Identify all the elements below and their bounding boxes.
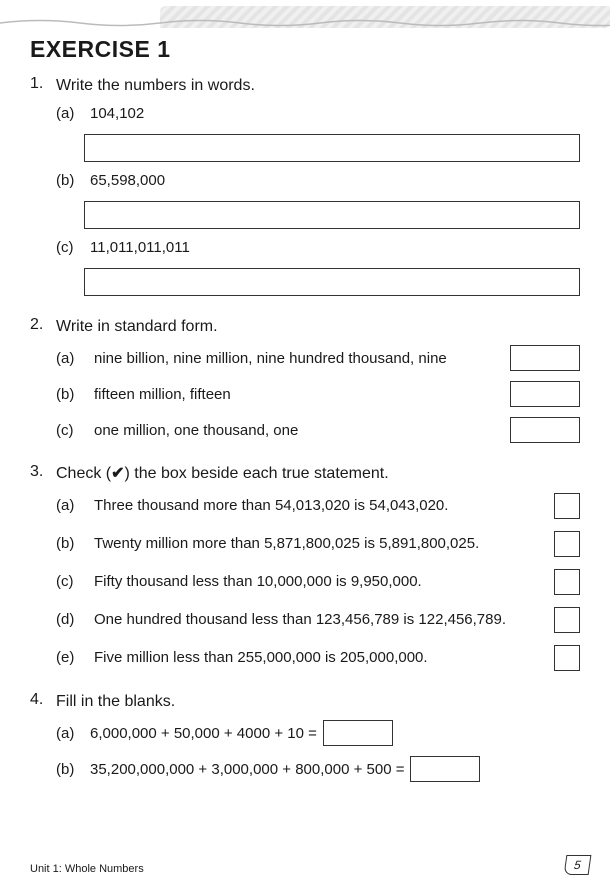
q2b-answer-field[interactable] — [510, 381, 580, 407]
q2a-text: nine billion, nine million, nine hundred… — [94, 350, 500, 367]
q4-number: 4. — [30, 691, 56, 709]
q3b-checkbox[interactable] — [554, 531, 580, 557]
q1a-answer-field[interactable] — [84, 134, 580, 162]
q3-number: 3. — [30, 463, 56, 481]
q3b-text: Twenty million more than 5,871,800,025 i… — [94, 535, 544, 552]
question-1: 1. Write the numbers in words. (a) 104,1… — [30, 75, 580, 296]
q3e-checkbox[interactable] — [554, 645, 580, 671]
q3a-checkbox[interactable] — [554, 493, 580, 519]
header-decoration — [0, 0, 610, 34]
q3a-label: (a) — [56, 497, 84, 514]
question-4: 4. Fill in the blanks. (a) 6,000,000 + 5… — [30, 691, 580, 783]
q3c-checkbox[interactable] — [554, 569, 580, 595]
q3a-text: Three thousand more than 54,013,020 is 5… — [94, 497, 544, 514]
q2c-text: one million, one thousand, one — [94, 422, 500, 439]
q1-prompt: Write the numbers in words. — [56, 75, 580, 97]
header-pattern — [160, 6, 610, 28]
q4b-answer-field[interactable] — [410, 756, 480, 782]
q4-prompt: Fill in the blanks. — [56, 691, 580, 713]
q4a-label: (a) — [56, 725, 84, 742]
q4a-answer-field[interactable] — [323, 720, 393, 746]
q1-number: 1. — [30, 75, 56, 93]
q1b-value: 65,598,000 — [90, 172, 580, 189]
question-2: 2. Write in standard form. (a) nine bill… — [30, 316, 580, 444]
q3e-label: (e) — [56, 649, 84, 666]
q2-prompt: Write in standard form. — [56, 316, 580, 338]
q2a-label: (a) — [56, 350, 84, 367]
q1a-label: (a) — [56, 105, 84, 122]
page-footer: Unit 1: Whole Numbers 5 — [30, 855, 590, 875]
q3d-checkbox[interactable] — [554, 607, 580, 633]
q3-prompt-prefix: Check ( — [56, 465, 111, 482]
q2c-label: (c) — [56, 422, 84, 439]
page-number: 5 — [564, 855, 591, 875]
q3c-label: (c) — [56, 573, 84, 590]
q3d-text: One hundred thousand less than 123,456,7… — [94, 611, 544, 628]
q3d-label: (d) — [56, 611, 84, 628]
q2b-label: (b) — [56, 386, 84, 403]
q1b-label: (b) — [56, 172, 84, 189]
q1c-label: (c) — [56, 239, 84, 256]
q3b-label: (b) — [56, 535, 84, 552]
q2-number: 2. — [30, 316, 56, 334]
q4b-label: (b) — [56, 761, 84, 778]
unit-title: Unit 1: Whole Numbers — [30, 863, 144, 875]
q1a-value: 104,102 — [90, 105, 580, 122]
exercise-title: EXERCISE 1 — [30, 36, 580, 63]
check-mark-icon: ✔ — [111, 465, 124, 482]
q2a-answer-field[interactable] — [510, 345, 580, 371]
q1c-answer-field[interactable] — [84, 268, 580, 296]
worksheet-page: EXERCISE 1 1. Write the numbers in words… — [0, 0, 610, 885]
question-3: 3. Check (✔) the box beside each true st… — [30, 463, 580, 671]
q3-prompt: Check (✔) the box beside each true state… — [56, 463, 580, 485]
q3e-text: Five million less than 255,000,000 is 20… — [94, 649, 544, 666]
q3c-text: Fifty thousand less than 10,000,000 is 9… — [94, 573, 544, 590]
q3-prompt-suffix: ) the box beside each true statement. — [125, 465, 389, 482]
q2c-answer-field[interactable] — [510, 417, 580, 443]
q4a-expression: 6,000,000 + 50,000 + 4000 + 10 = — [90, 725, 317, 742]
q2b-text: fifteen million, fifteen — [94, 386, 500, 403]
q4b-expression: 35,200,000,000 + 3,000,000 + 800,000 + 5… — [90, 761, 404, 778]
header-wave — [0, 18, 610, 28]
q1c-value: 11,011,011,011 — [90, 239, 580, 256]
q1b-answer-field[interactable] — [84, 201, 580, 229]
